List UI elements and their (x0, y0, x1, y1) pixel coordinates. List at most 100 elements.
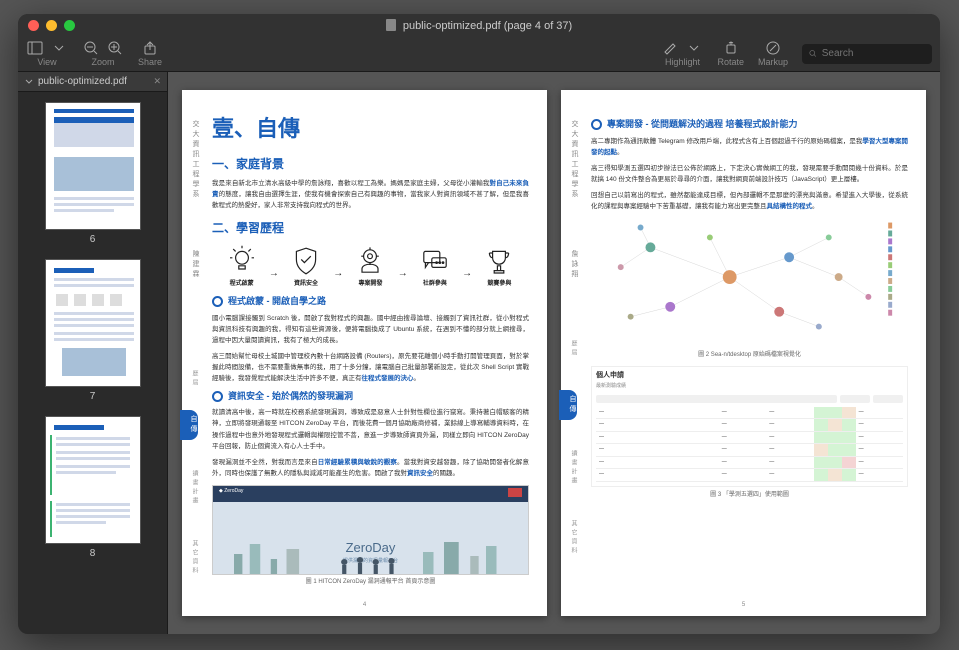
arrow-icon: → (269, 266, 279, 281)
page-left: 交大資訊工程學系 陳建霖 歷屆 自傳 讀書計畫 其它資料 壹、自傳 一、家庭背景… (182, 90, 547, 616)
markup-group: Markup (758, 40, 788, 67)
thumbnail-sidebar: public-optimized.pdf ✕ 6 (18, 72, 168, 634)
close-window-button[interactable] (28, 20, 39, 31)
body-text: 高三得知學測五選四初步辦法已公佈於網路上，下定決心實做網工的我，發現需要手動開閱… (591, 163, 908, 185)
lightbulb-icon (226, 245, 258, 277)
side-label-name: 陳建霖 (188, 250, 200, 280)
zoom-label: Zoom (91, 57, 114, 67)
page-title: 壹、自傳 (212, 112, 529, 145)
page-right: 交大資訊工程學系 詹詠翔 歷屆 自傳 讀書計畫 其它資料 專案開發 - 從問題解… (561, 90, 926, 616)
body-text: 高三開始幫忙母校土城國中管理校內數十台網路設備 (Routers)，原先要花離個… (212, 351, 529, 384)
icon-label: 資訊安全 (294, 280, 318, 289)
chevron-down-icon (24, 77, 34, 87)
side-label-name: 詹詠翔 (567, 250, 579, 280)
share-group: Share (138, 40, 162, 67)
thumbnail-number: 6 (90, 234, 96, 245)
document-icon (386, 19, 396, 31)
page-number: 4 (182, 601, 547, 610)
highlight-dropdown-icon[interactable] (685, 40, 703, 56)
side-block-autobio: 自傳 (180, 410, 198, 440)
learning-icons-row: 程式啟蒙 → 資訊安全 → 專案開發 → 社群參與 (212, 245, 529, 289)
gear-head-icon (354, 245, 386, 277)
markup-button[interactable] (764, 40, 782, 56)
search-input[interactable] (822, 48, 926, 59)
sidebar-toggle-button[interactable] (26, 40, 44, 56)
shield-icon (290, 245, 322, 277)
share-label: Share (138, 57, 162, 67)
section-heading: 一、家庭背景 (212, 155, 529, 173)
figure-table: 個人申請 最新測驗成績 ———— ———— ———— ———— ———— ———… (591, 366, 908, 487)
minimize-window-button[interactable] (46, 20, 57, 31)
body-text: 回想自己以前寫出的程式，雖然都能達成目標，但內部邏輯不是那麼的漂亮與滿意。希望進… (591, 190, 908, 212)
zoom-group: Zoom (82, 40, 124, 67)
fullscreen-window-button[interactable] (64, 20, 75, 31)
thumbnail-preview[interactable] (45, 416, 141, 544)
highlight-label: Highlight (665, 57, 700, 67)
side-section-label: 其它資料 (567, 520, 577, 556)
side-section-label: 歷屆 (188, 370, 198, 388)
rotate-button[interactable] (722, 40, 740, 56)
side-label-school: 交大資訊工程學系 (567, 120, 579, 200)
markup-label: Markup (758, 57, 788, 67)
sidebar-tab[interactable]: public-optimized.pdf ✕ (18, 72, 167, 92)
side-section-label: 其它資料 (188, 540, 198, 576)
body-text: 高二專期作為通訊軟體 Telegram 修改用戶端，此程式含有上百個超過千行的原… (591, 136, 908, 158)
titlebar: public-optimized.pdf (page 4 of 37) (18, 14, 940, 36)
figure-caption: 圖 3 「學測五選四」使用範圖 (591, 491, 908, 500)
thumbnail-list: 6 (18, 92, 167, 634)
window-title: public-optimized.pdf (page 4 of 37) (18, 19, 940, 32)
side-section-label: 讀書計畫 (188, 470, 198, 506)
thumbnail-item[interactable]: 8 (45, 416, 141, 559)
icon-label: 程式啟蒙 (230, 280, 254, 289)
icon-item: 社群參與 (411, 245, 459, 289)
figure-zeroday: ◆ ZeroDay ZeroDay 提供漏洞的資訊彙報平台 (212, 485, 529, 575)
page-number: 5 (561, 601, 926, 610)
view-dropdown-icon[interactable] (50, 40, 68, 56)
app-window: public-optimized.pdf (page 4 of 37) View (18, 14, 940, 634)
subsection-heading: 程式啟蒙 - 開啟自學之路 (212, 295, 529, 309)
body-text: 發現漏洞並不全然，對我而言是來自日常經驗累積與敏銳的觀察。當我對資安越發趣，除了… (212, 457, 529, 479)
search-icon (808, 48, 818, 59)
arrow-icon: → (333, 266, 343, 281)
icon-label: 競賽參與 (487, 280, 511, 289)
figure-caption: 圖 1 HITCON ZeroDay 漏洞通報平台 首頁示意圖 (212, 578, 529, 587)
body-text: 我是來自新北市立清水高級中學的詹詠翔，喜歡以程工為樂。媽媽是家庭主婦，父母從小灌… (212, 178, 529, 211)
window-title-text: public-optimized.pdf (page 4 of 37) (403, 20, 572, 32)
arrow-icon: → (462, 266, 472, 281)
toolbar: View Zoom Share (18, 36, 940, 72)
zoom-out-button[interactable] (82, 40, 100, 56)
traffic-lights (28, 20, 75, 31)
icon-label: 專案開發 (358, 280, 382, 289)
thumbnail-item[interactable]: 7 (45, 259, 141, 402)
rotate-label: Rotate (717, 57, 744, 67)
thumbnail-preview[interactable] (45, 259, 141, 387)
arrow-icon: → (398, 266, 408, 281)
figure-network (591, 217, 908, 347)
document-view[interactable]: 交大資訊工程學系 陳建霖 歷屆 自傳 讀書計畫 其它資料 壹、自傳 一、家庭背景… (168, 72, 940, 634)
subsection-heading: 資訊安全 - 始於偶然的發現漏洞 (212, 390, 529, 404)
thumbnail-preview[interactable] (45, 102, 141, 230)
zoom-in-button[interactable] (106, 40, 124, 56)
icon-item: 專案開發 (346, 245, 394, 289)
side-section-label: 讀書計畫 (567, 450, 577, 486)
rotate-group: Rotate (717, 40, 744, 67)
highlight-button[interactable] (661, 40, 679, 56)
highlight-group: Highlight (661, 40, 703, 67)
thumbnail-number: 7 (90, 391, 96, 402)
search-box[interactable] (802, 44, 932, 64)
body-text: 就讀清高中後，高一時就在校務系統發現漏洞，導致成是惡意人士針對性欄位進行竄寫。秉… (212, 407, 529, 451)
thumbnail-item[interactable]: 6 (45, 102, 141, 245)
share-button[interactable] (141, 40, 159, 56)
icon-item: 競賽參與 (475, 245, 523, 289)
icon-label: 社群參與 (423, 280, 447, 289)
trophy-icon (483, 245, 515, 277)
sidebar-tab-close-icon[interactable]: ✕ (153, 76, 161, 87)
section-heading: 二、學習歷程 (212, 219, 529, 237)
thumbnail-number: 8 (90, 548, 96, 559)
content-area: public-optimized.pdf ✕ 6 (18, 72, 940, 634)
sidebar-tab-label: public-optimized.pdf (38, 76, 127, 87)
icon-item: 程式啟蒙 (218, 245, 266, 289)
icon-item: 資訊安全 (282, 245, 330, 289)
side-section-label: 歷屆 (567, 340, 577, 358)
view-group: View (26, 40, 68, 67)
